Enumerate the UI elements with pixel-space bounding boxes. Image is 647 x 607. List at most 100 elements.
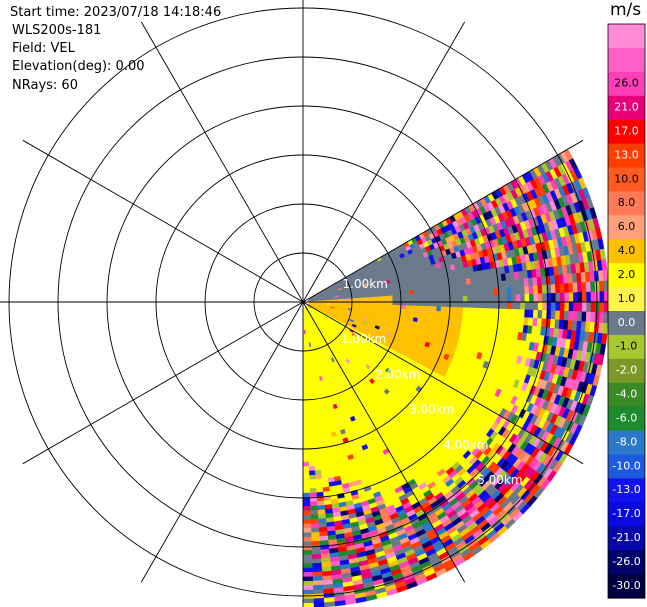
velocity-gate	[314, 469, 322, 476]
velocity-gate	[599, 301, 605, 313]
velocity-gate	[309, 505, 318, 511]
velocity-gate	[421, 280, 427, 286]
velocity-gate	[440, 311, 446, 318]
velocity-gate	[405, 298, 411, 303]
velocity-gate	[440, 306, 446, 313]
velocity-gate	[316, 491, 324, 498]
velocity-gate	[431, 292, 437, 298]
velocity-gate	[480, 289, 486, 297]
velocity-gate	[510, 316, 516, 325]
velocity-gate	[510, 279, 516, 288]
velocity-gate	[453, 285, 459, 292]
velocity-gate	[440, 291, 446, 298]
velocity-gate	[418, 301, 424, 307]
velocity-gate	[313, 602, 325, 607]
velocity-gate	[404, 286, 410, 292]
colorbar-tick-label: 0.0	[618, 316, 636, 329]
velocity-gate	[310, 527, 320, 533]
velocity-gate	[400, 290, 406, 296]
velocity-gate	[502, 308, 508, 317]
velocity-gate	[471, 289, 477, 297]
velocity-gate	[480, 307, 486, 315]
velocity-gate	[475, 313, 481, 321]
velocity-gate	[515, 301, 521, 310]
velocity-gate	[559, 283, 565, 294]
range-ring-label: 4.00km	[443, 438, 488, 452]
velocity-gate	[302, 519, 311, 525]
velocity-gate	[476, 301, 482, 309]
velocity-gate	[457, 312, 464, 319]
velocity-gate	[563, 310, 570, 321]
velocity-gate	[449, 296, 455, 303]
velocity-gate	[537, 301, 543, 311]
velocity-gate	[537, 285, 543, 295]
colorbar-tick-label: 17.0	[614, 124, 639, 137]
velocity-gate	[414, 301, 420, 307]
velocity-gate	[440, 296, 446, 303]
velocity-gate	[598, 312, 605, 324]
velocity-gate	[427, 297, 433, 303]
velocity-gate	[302, 536, 312, 542]
velocity-gate	[524, 301, 530, 311]
velocity-gate	[306, 408, 312, 414]
velocity-gate	[309, 390, 314, 397]
velocity-gate	[581, 291, 587, 303]
velocity-gate	[409, 297, 415, 303]
colorbar-segment	[608, 382, 645, 408]
velocity-gate	[470, 313, 477, 321]
velocity-gate	[401, 294, 407, 299]
velocity-gate	[370, 296, 376, 300]
colorbar-tick-label: -2.0	[616, 364, 637, 377]
velocity-gate	[317, 438, 324, 445]
velocity-gate	[315, 483, 323, 489]
velocity-gate	[493, 308, 499, 316]
velocity-gate	[405, 294, 411, 299]
colorbar-frame	[607, 23, 646, 599]
velocity-gate	[431, 306, 437, 312]
range-ring-label: 2.00km	[375, 368, 420, 382]
velocity-gate	[568, 301, 574, 312]
velocity-gate	[302, 576, 313, 582]
velocity-gate	[502, 301, 508, 310]
velocity-gate	[432, 297, 438, 303]
velocity-gate	[379, 296, 385, 300]
velocity-gate	[391, 288, 397, 293]
velocity-gate	[488, 314, 494, 323]
velocity-gate	[449, 301, 455, 308]
velocity-gate	[302, 431, 308, 437]
velocity-gate	[568, 311, 574, 322]
velocity-gate	[302, 567, 313, 573]
velocity-gate	[514, 279, 521, 288]
velocity-gate	[304, 364, 308, 370]
velocity-gate	[315, 421, 321, 427]
velocity-gate	[302, 391, 307, 397]
velocity-gate	[572, 282, 578, 293]
velocity-gate	[594, 281, 601, 293]
nrays-label: NRays: 60	[12, 78, 78, 93]
colorbar-tick-label: 2.0	[618, 268, 636, 281]
velocity-gate	[302, 510, 311, 516]
velocity-gate	[564, 301, 570, 312]
velocity-gate	[315, 425, 322, 431]
velocity-gate	[417, 284, 424, 291]
colorbar-tick-label: -4.0	[616, 388, 637, 401]
velocity-gate	[586, 301, 592, 313]
velocity-gate	[383, 301, 389, 306]
velocity-gate	[413, 309, 420, 315]
velocity-gate	[302, 444, 309, 450]
velocity-gate	[506, 294, 512, 303]
colorbar-tick-label: 21.0	[614, 101, 639, 114]
velocity-gate	[467, 295, 473, 303]
velocity-gate	[302, 558, 313, 564]
velocity-gate	[312, 580, 324, 586]
velocity-gate	[422, 305, 429, 311]
velocity-gate	[383, 292, 389, 297]
velocity-gate	[310, 412, 316, 419]
velocity-gate	[392, 304, 398, 309]
velocity-gate	[405, 290, 411, 296]
velocity-gate	[414, 297, 420, 303]
velocity-gate	[418, 289, 424, 295]
velocity-gate	[484, 314, 490, 322]
colorbar-segment	[608, 24, 645, 49]
velocity-gate	[594, 311, 601, 323]
